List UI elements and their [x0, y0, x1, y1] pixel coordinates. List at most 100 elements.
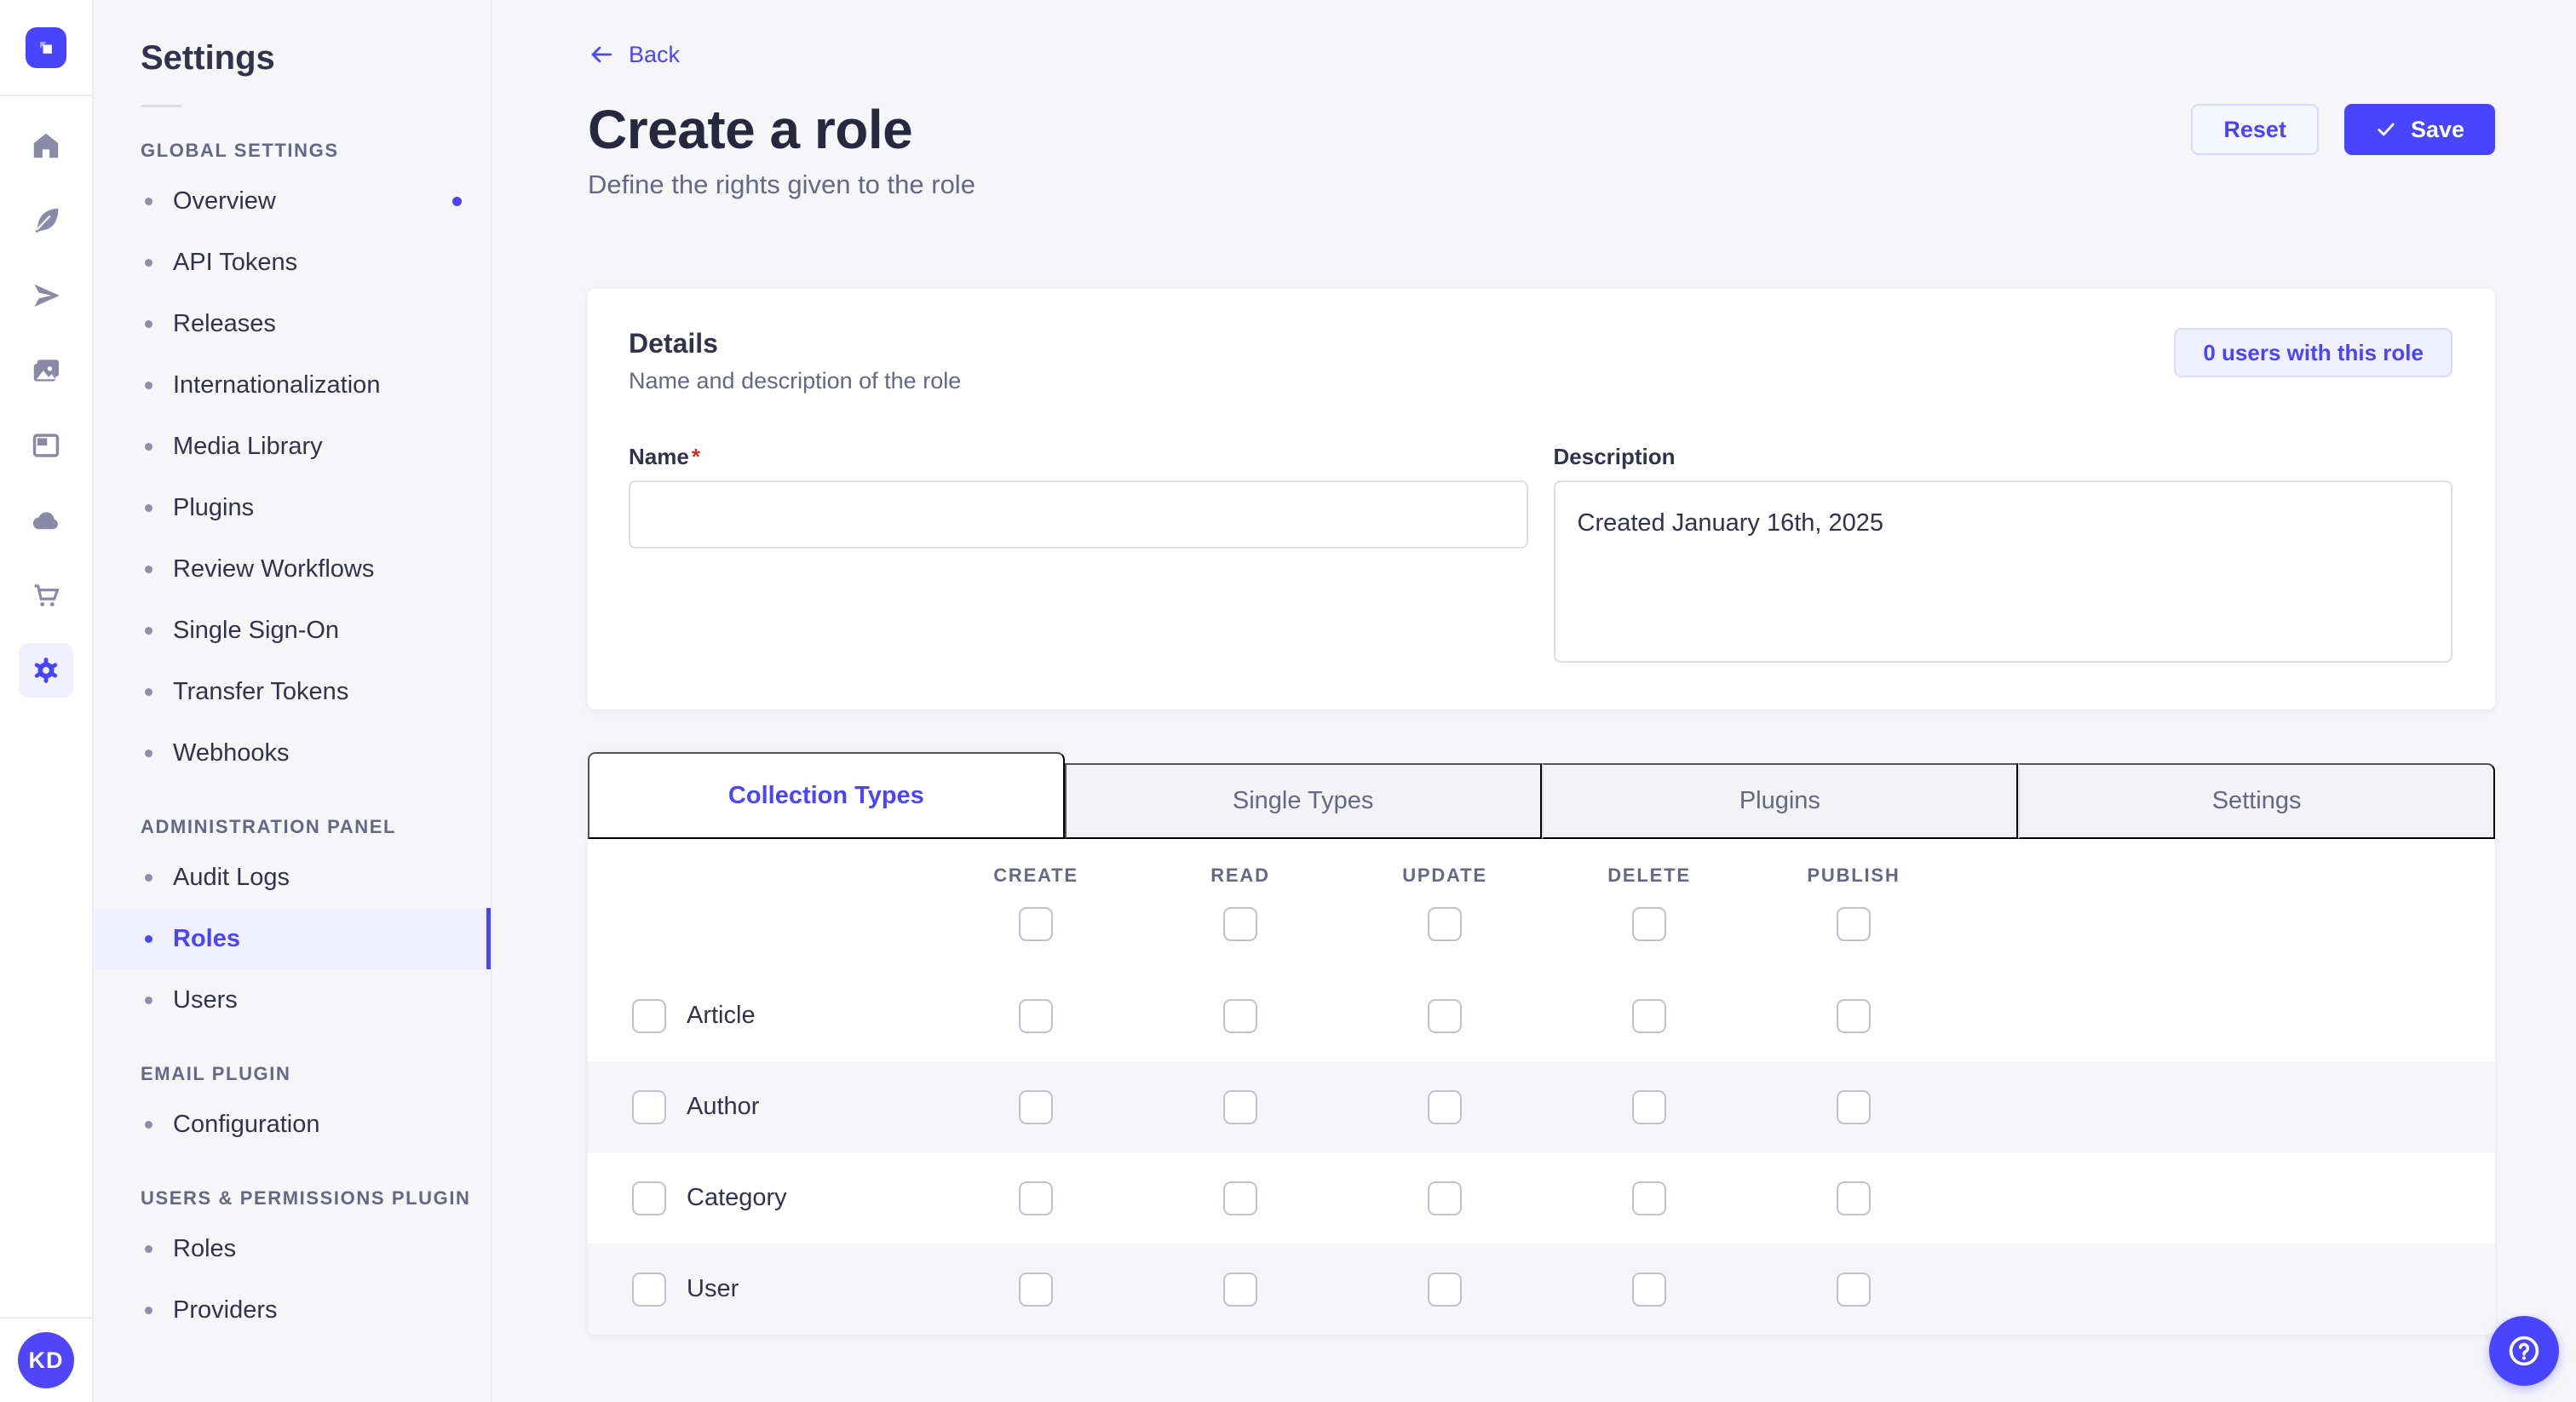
row-select-checkbox[interactable] [632, 1181, 666, 1215]
settings-active-highlight [19, 643, 73, 698]
permissions-table: CREATE READ UPDATE [588, 839, 2495, 1335]
row-select-checkbox[interactable] [632, 998, 666, 1033]
publish-checkbox[interactable] [1837, 1089, 1871, 1124]
select-all-column-checkbox[interactable] [1837, 907, 1871, 941]
publish-checkbox[interactable] [1837, 1181, 1871, 1215]
main-sidebar: KD [0, 0, 94, 1402]
permissions-columns: CREATE READ UPDATE [934, 865, 1956, 941]
permissions-tab[interactable]: Single Types [1064, 763, 1542, 839]
select-all-column-checkbox[interactable] [1223, 907, 1257, 941]
sidebar-item-media-library[interactable] [9, 333, 83, 408]
page-title: Create a role [588, 99, 913, 160]
gear-icon [34, 658, 58, 683]
nav-item[interactable]: Releases [94, 293, 491, 354]
header-spacer [588, 865, 934, 941]
nav-item[interactable]: Configuration [94, 1094, 491, 1155]
logo-container [0, 0, 92, 96]
row-select-checkbox[interactable] [632, 1272, 666, 1307]
nav-item[interactable]: Users [94, 969, 491, 1031]
nav-section-label: GLOBAL SETTINGS [141, 140, 339, 161]
select-all-column-checkbox[interactable] [1019, 907, 1053, 941]
read-checkbox[interactable] [1223, 1272, 1257, 1307]
description-textarea[interactable]: Created January 16th, 2025 [1553, 480, 2452, 663]
nav-item-label: Plugins [173, 493, 255, 521]
sidebar-item-home[interactable] [9, 108, 83, 183]
permissions-tab[interactable]: Settings [2018, 763, 2495, 839]
nav-item[interactable]: Review Workflows [94, 538, 491, 600]
publish-checkbox[interactable] [1837, 1272, 1871, 1307]
users-with-role-button[interactable]: 0 users with this role [2174, 328, 2452, 377]
nav-item[interactable]: Audit Logs [94, 847, 491, 908]
back-label: Back [629, 41, 681, 67]
create-checkbox[interactable] [1019, 998, 1053, 1033]
nav-item[interactable]: Internationalization [94, 354, 491, 416]
nav-item[interactable]: Plugins [94, 477, 491, 538]
nav-item-label: Configuration [173, 1110, 320, 1138]
nav-item[interactable]: API Tokens [94, 232, 491, 293]
nav-item[interactable]: Overview [94, 170, 491, 232]
delete-checkbox[interactable] [1632, 998, 1666, 1033]
nav-item[interactable]: Single Sign-On [94, 600, 491, 661]
content-type-name: User [687, 1275, 739, 1302]
nav-item[interactable]: Media Library [94, 416, 491, 477]
strapi-logo[interactable] [26, 26, 66, 68]
bullet-icon [145, 258, 152, 267]
sidebar-item-marketplace[interactable] [9, 558, 83, 633]
question-mark-icon [2509, 1336, 2539, 1366]
delete-checkbox[interactable] [1632, 1272, 1666, 1307]
sidebar-item-content[interactable] [9, 183, 83, 258]
user-avatar[interactable]: KD [18, 1332, 74, 1388]
row-select-checkbox[interactable] [632, 1089, 666, 1124]
select-all-column-checkbox[interactable] [1428, 907, 1462, 941]
nav-item[interactable]: Roles [94, 1218, 491, 1279]
permission-row: Article [588, 970, 2495, 1061]
permissions-tab[interactable]: Plugins [1541, 763, 2019, 839]
delete-cell [1547, 998, 1751, 1033]
sidebar-item-settings[interactable] [9, 633, 83, 708]
delete-checkbox[interactable] [1632, 1089, 1666, 1124]
read-cell [1138, 1089, 1343, 1124]
save-button[interactable]: Save [2343, 104, 2495, 155]
permissions-rows: Article [588, 970, 2495, 1335]
required-asterisk: * [691, 444, 700, 469]
nav-item[interactable]: Providers [94, 1279, 491, 1341]
bullet-icon [145, 319, 152, 328]
nav-item[interactable]: Transfer Tokens [94, 661, 491, 722]
update-checkbox[interactable] [1428, 1181, 1462, 1215]
create-cell [934, 998, 1138, 1033]
nav-item-label: Transfer Tokens [173, 677, 349, 705]
nav-section-label: USERS & PERMISSIONS PLUGIN [141, 1187, 471, 1209]
notification-dot-icon [452, 196, 462, 206]
content-type-name: Author [687, 1093, 760, 1120]
bullet-icon [145, 749, 152, 757]
read-checkbox[interactable] [1223, 998, 1257, 1033]
nav-item-label: Single Sign-On [173, 616, 340, 644]
select-all-column-checkbox[interactable] [1632, 907, 1666, 941]
feather-icon [35, 208, 59, 233]
nav-item[interactable]: Webhooks [94, 722, 491, 784]
update-checkbox[interactable] [1428, 1089, 1462, 1124]
name-input[interactable] [629, 480, 1528, 549]
delete-checkbox[interactable] [1632, 1181, 1666, 1215]
bullet-icon [145, 934, 152, 943]
create-cell [934, 1272, 1138, 1307]
bullet-icon [145, 381, 152, 389]
create-checkbox[interactable] [1019, 1089, 1053, 1124]
nav-item[interactable]: Roles [94, 908, 491, 969]
update-checkbox[interactable] [1428, 998, 1462, 1033]
reset-button[interactable]: Reset [2191, 104, 2319, 155]
sidebar-item-releases[interactable] [9, 258, 83, 333]
update-cell [1343, 1272, 1547, 1307]
create-checkbox[interactable] [1019, 1272, 1053, 1307]
sidebar-item-content-type-builder[interactable] [9, 408, 83, 483]
read-checkbox[interactable] [1223, 1181, 1257, 1215]
publish-checkbox[interactable] [1837, 998, 1871, 1033]
create-checkbox[interactable] [1019, 1181, 1053, 1215]
permissions-tab[interactable]: Collection Types [588, 752, 1065, 839]
update-checkbox[interactable] [1428, 1272, 1462, 1307]
read-checkbox[interactable] [1223, 1089, 1257, 1124]
nav-item-label: Roles [173, 924, 240, 952]
sidebar-item-deploy[interactable] [9, 483, 83, 558]
help-button[interactable] [2489, 1316, 2559, 1386]
back-link[interactable]: Back [588, 41, 680, 68]
